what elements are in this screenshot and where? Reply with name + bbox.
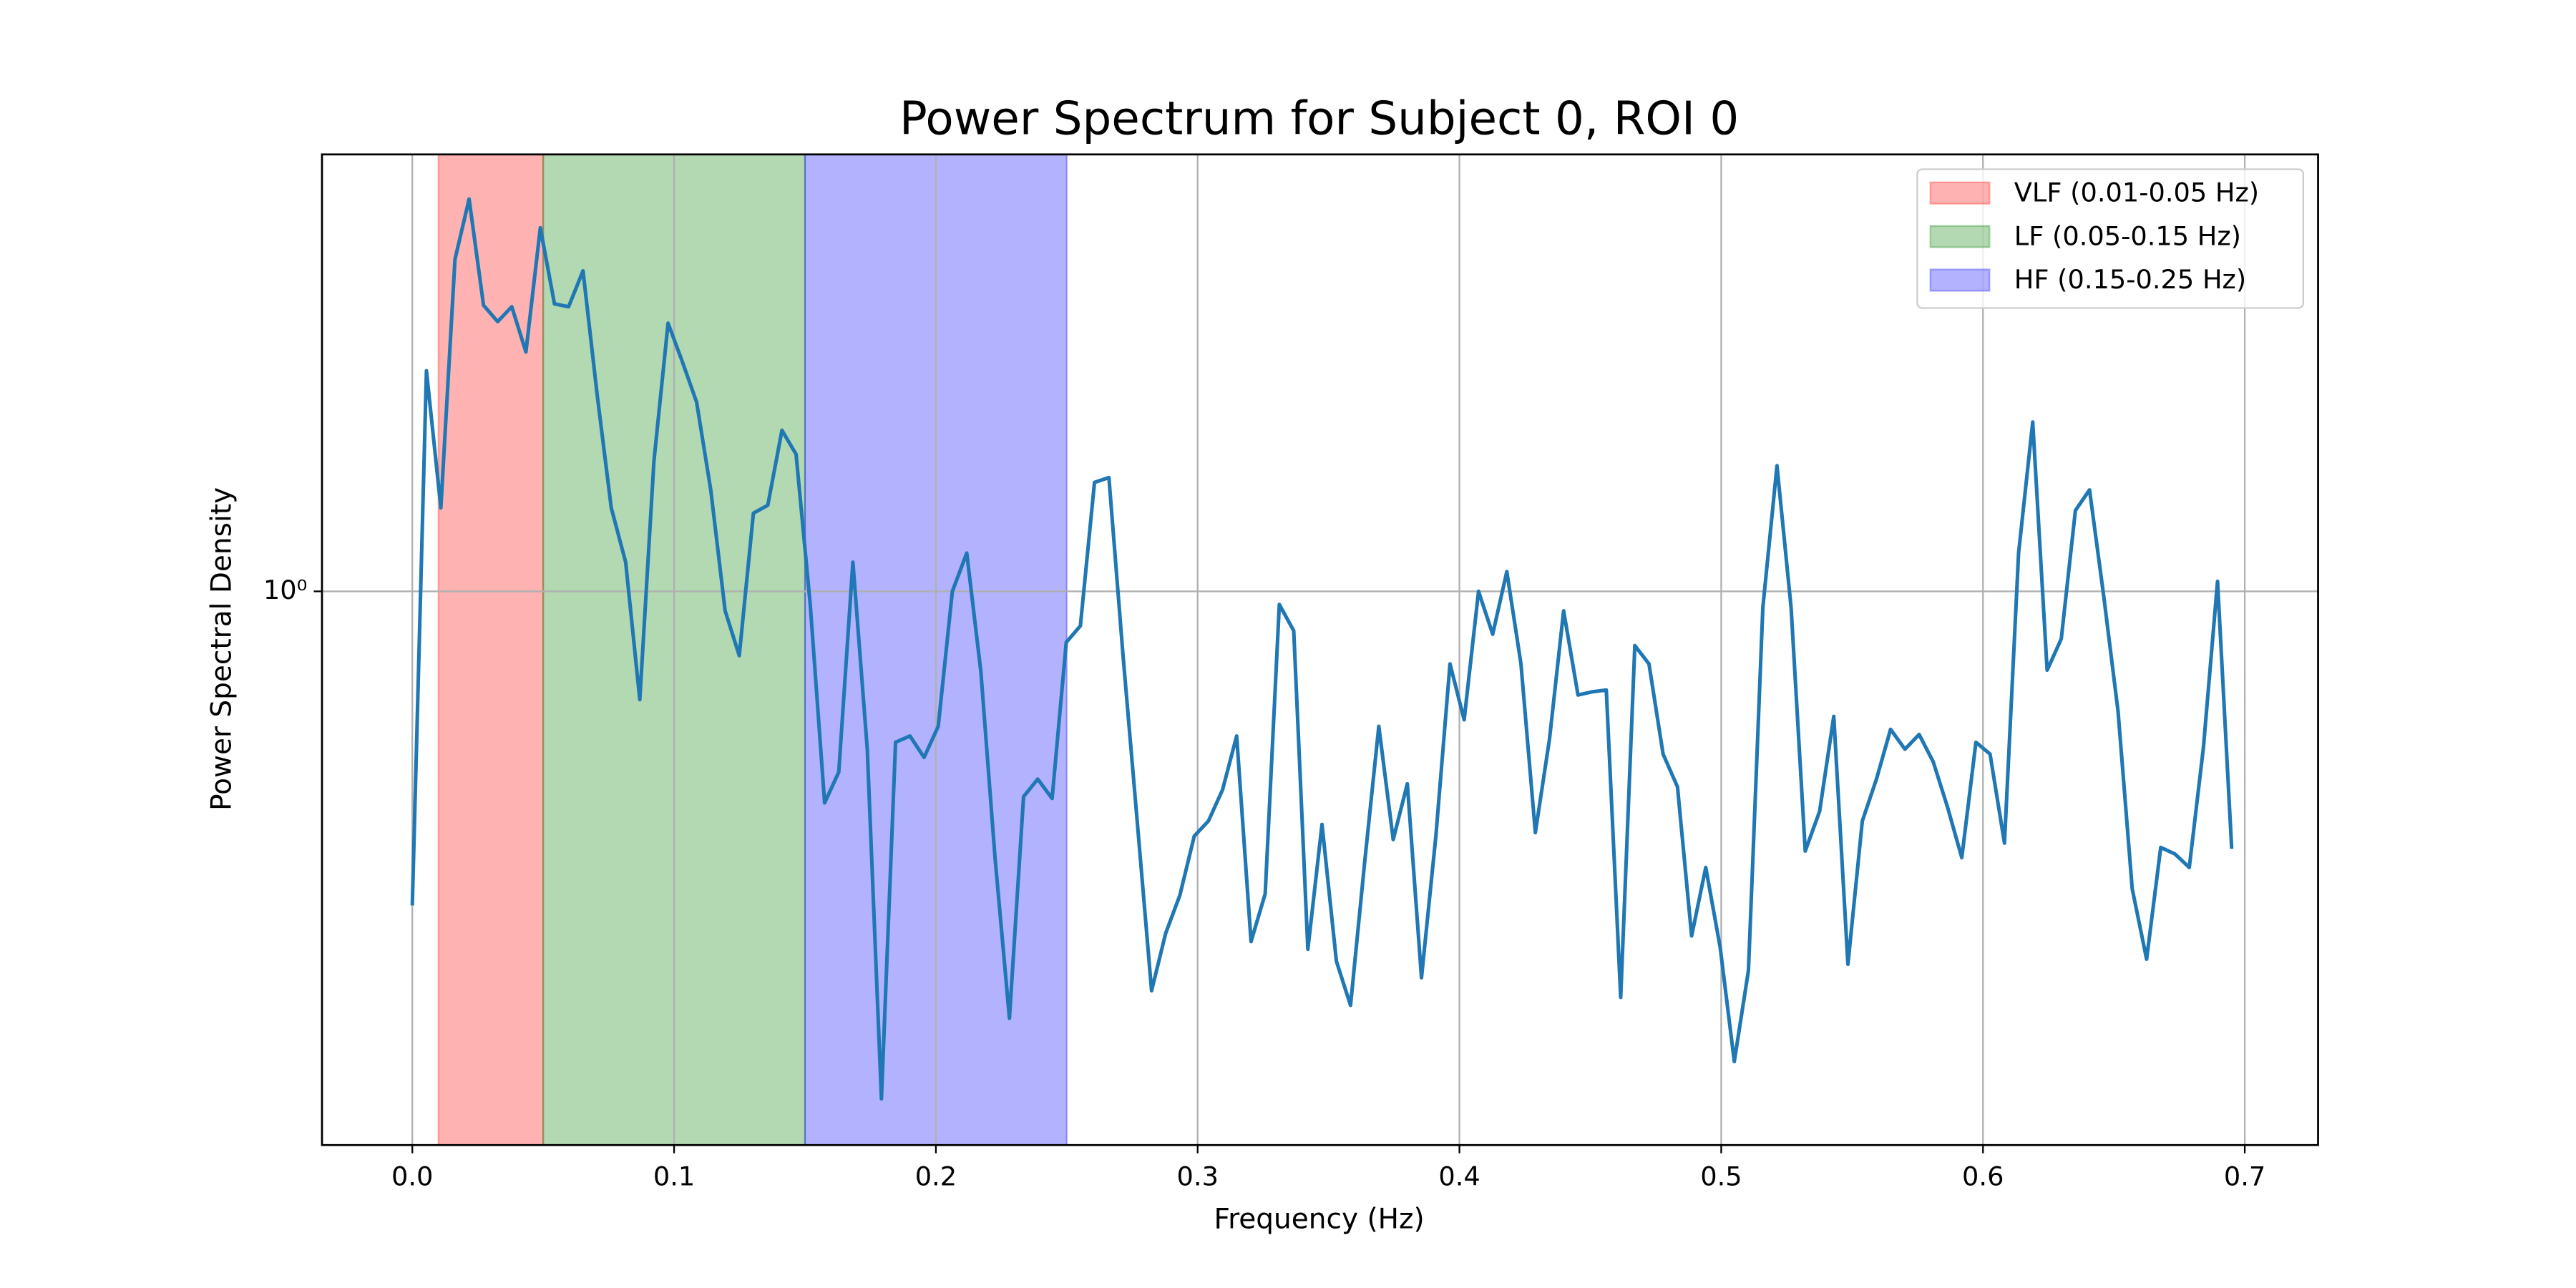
y-axis-label: Power Spectral Density bbox=[206, 487, 238, 811]
x-tick-label: 0.0 bbox=[391, 1161, 433, 1192]
legend-label: LF (0.05-0.15 Hz) bbox=[2014, 220, 2241, 251]
band bbox=[437, 153, 545, 1146]
legend-swatch bbox=[1929, 181, 1991, 205]
plot-lines bbox=[410, 197, 2234, 1101]
plot-frame bbox=[321, 153, 2319, 1146]
grid bbox=[322, 154, 2318, 1146]
x-tick-label: 0.5 bbox=[1700, 1161, 1742, 1192]
legend-box bbox=[1916, 168, 2305, 309]
chart-title: Power Spectrum for Subject 0, ROI 0 bbox=[899, 92, 1739, 145]
x-tick-label: 0.1 bbox=[653, 1161, 695, 1192]
x-tick-label: 0.2 bbox=[915, 1161, 957, 1192]
legend: VLF (0.01-0.05 Hz) LF (0.05-0.15 Hz) HF (0… bbox=[1916, 168, 2305, 309]
y-tick-label: 10⁰ bbox=[263, 575, 307, 605]
x-tick-label: 0.3 bbox=[1177, 1161, 1219, 1192]
data-line bbox=[410, 197, 2234, 1101]
ticks: 0.0 0.1 0.2 0.3 0.4 0.5 0.6 0.7 10⁰ bbox=[263, 575, 2265, 1192]
legend-label: VLF (0.01-0.05 Hz) bbox=[2014, 177, 2259, 208]
x-axis-label: Frequency (Hz) bbox=[1214, 1203, 1425, 1235]
x-tick-label: 0.6 bbox=[1962, 1161, 2004, 1192]
x-tick-label: 0.7 bbox=[2224, 1161, 2265, 1192]
legend-swatch bbox=[1929, 268, 1991, 292]
legend-label: HF (0.15-0.25 Hz) bbox=[2014, 264, 2246, 295]
x-tick-label: 0.4 bbox=[1438, 1161, 1480, 1192]
legend-swatch bbox=[1929, 225, 1991, 248]
